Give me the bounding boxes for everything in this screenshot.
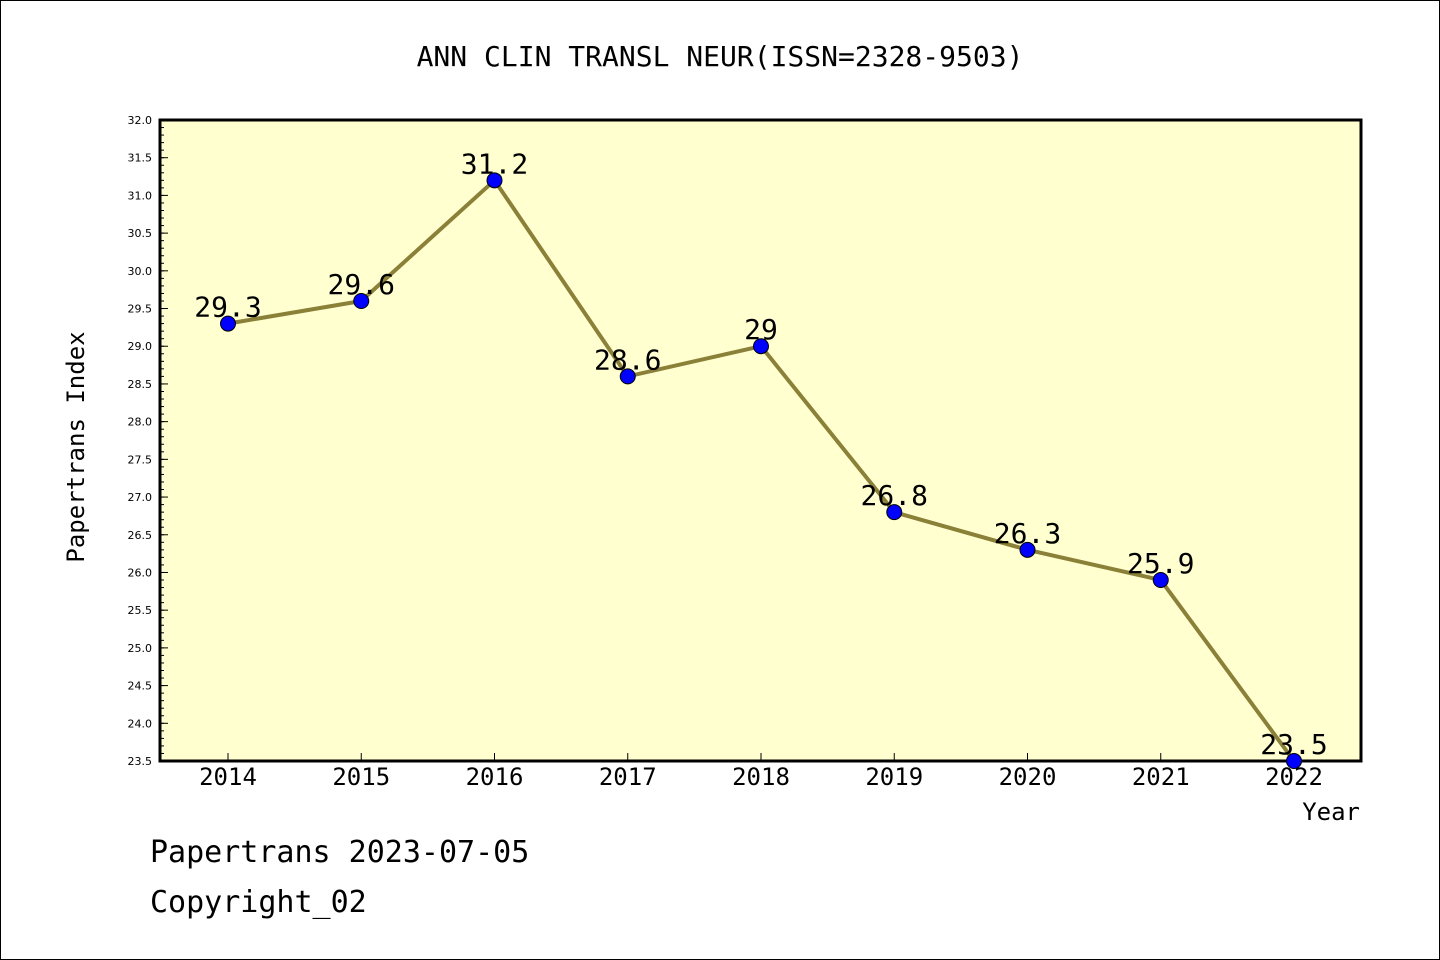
footer-date: Papertrans 2023-07-05	[150, 835, 530, 870]
y-tick-label: 26.5	[128, 529, 153, 542]
x-tick-label: 2021	[1132, 763, 1190, 791]
x-axis: 2014 2015 2016 2017 2018 2019 2020 2021 2022	[199, 753, 1323, 791]
y-axis-label: Papertrans Index	[62, 331, 90, 562]
data-point	[353, 292, 370, 309]
y-tick-label: 28.0	[128, 416, 153, 429]
y-tick-label: 25.0	[128, 642, 153, 655]
data-label: 29.3	[194, 291, 261, 324]
y-tick-label: 30.0	[128, 265, 153, 278]
data-point	[1286, 753, 1302, 769]
x-tick-label: 2019	[865, 763, 923, 791]
y-tick-label: 30.5	[128, 227, 153, 240]
y-tick-label: 27.5	[128, 453, 153, 466]
data-label: 25.9	[1127, 547, 1194, 580]
y-tick-label: 29.0	[128, 340, 153, 353]
footer-copyright: Copyright_02	[150, 885, 367, 920]
data-point	[619, 368, 636, 385]
y-tick-label: 31.0	[128, 189, 153, 202]
y-tick-label: 28.5	[128, 378, 153, 391]
data-point	[886, 504, 903, 521]
y-tick-label: 23.5	[128, 755, 153, 768]
y-tick-label: 27.0	[128, 491, 153, 504]
data-label: 29	[744, 313, 778, 346]
data-label: 29.6	[328, 268, 395, 301]
y-tick-label: 32.0	[128, 114, 153, 127]
x-axis-label: Year	[1302, 798, 1360, 826]
data-label: 28.6	[594, 343, 661, 376]
y-tick-label: 29.5	[128, 303, 153, 316]
x-tick-label: 2017	[599, 763, 657, 791]
y-tick-label: 24.0	[128, 717, 153, 730]
y-tick-label: 25.5	[128, 604, 153, 617]
chart-title: ANN CLIN TRANSL NEUR(ISSN=2328-9503)	[417, 40, 1024, 73]
x-tick-label: 2018	[732, 763, 790, 791]
data-label: 26.3	[994, 517, 1061, 550]
data-point	[1152, 572, 1169, 589]
x-tick-label: 2015	[332, 763, 390, 791]
data-point	[1019, 541, 1036, 558]
plot-area	[158, 118, 1363, 763]
data-label: 26.8	[861, 479, 928, 512]
x-tick-label: 2014	[199, 763, 257, 791]
data-labels: 29.3 29.6 31.2 28.6 29 26.8 26.3 25.9 23.5	[194, 147, 1327, 761]
data-point	[220, 315, 236, 332]
y-tick-label: 26.0	[128, 566, 153, 579]
data-point	[486, 172, 503, 189]
data-point	[753, 338, 769, 355]
data-label: 31.2	[461, 147, 528, 180]
y-tick-label: 31.5	[128, 152, 153, 165]
x-tick-label: 2020	[999, 763, 1057, 791]
data-label: 23.5	[1260, 728, 1327, 761]
y-axis: 23.5 24.0 24.5 25.0 25.5 26.0 26.5 27.0 27.5 28.0…	[128, 114, 168, 768]
y-tick-label: 24.5	[128, 680, 153, 693]
data-points	[220, 172, 1302, 769]
x-tick-label: 2016	[466, 763, 524, 791]
